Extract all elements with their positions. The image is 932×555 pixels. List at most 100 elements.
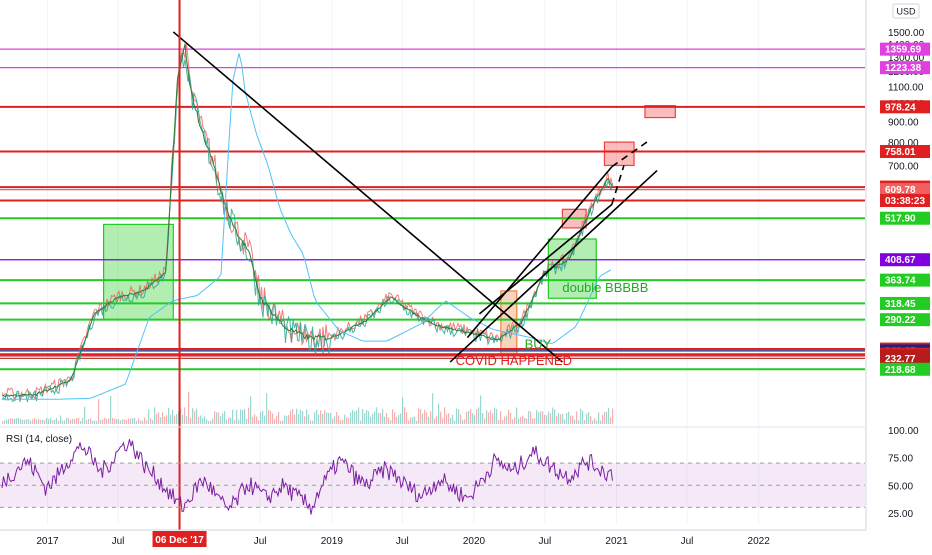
volume-bar	[214, 411, 216, 424]
volume-bar	[572, 415, 574, 424]
volume-bar	[458, 409, 460, 424]
volume-bar	[164, 416, 166, 424]
volume-bar	[144, 417, 146, 424]
volume-bar	[350, 412, 352, 424]
volume-bar	[428, 416, 430, 424]
volume-bar	[46, 417, 48, 424]
volume-bar	[434, 418, 436, 424]
volume-bar	[540, 411, 542, 424]
volume-bar	[474, 415, 476, 424]
volume-bar	[324, 410, 326, 424]
volume-bar	[402, 397, 404, 424]
volume-bar	[436, 416, 438, 424]
volume-bar	[300, 409, 302, 424]
volume-bar	[388, 417, 390, 424]
volume-bar	[516, 407, 518, 424]
volume-bar	[152, 420, 154, 424]
trendline-channel-upper	[466, 166, 613, 339]
volume-bar	[550, 413, 552, 424]
volume-bar	[386, 413, 388, 424]
volume-bar	[296, 408, 298, 424]
volume-bar	[176, 414, 178, 424]
volume-bar	[370, 416, 372, 424]
volume-bar	[504, 416, 506, 424]
volume-bar	[308, 414, 310, 424]
volume-bar	[596, 420, 598, 424]
volume-bar	[582, 410, 584, 424]
volume-bar	[112, 417, 114, 424]
volume-bar	[50, 417, 52, 424]
volume-bar	[316, 409, 318, 424]
level-price-tag	[880, 145, 930, 159]
volume-bar	[442, 418, 444, 424]
volume-bar	[354, 411, 356, 424]
volume-bar	[234, 420, 236, 424]
volume-bar	[30, 420, 32, 424]
volume-bar	[108, 418, 110, 424]
volume-bar	[528, 410, 530, 424]
volume-bar	[102, 419, 104, 424]
volume-bar	[468, 410, 470, 424]
currency-badge[interactable]	[892, 3, 920, 19]
volume-bar	[114, 418, 116, 424]
level-price-label: 408.67	[885, 255, 916, 266]
volume-bar	[498, 420, 500, 424]
volume-bar	[118, 419, 120, 424]
volume-bar	[162, 412, 164, 424]
level-price-label: 290.22	[885, 315, 916, 326]
level-price-label: 318.45	[885, 299, 916, 310]
volume-bar	[364, 413, 366, 424]
time-axis[interactable]	[0, 530, 866, 550]
volume-bar	[208, 420, 210, 424]
volume-bar	[246, 418, 248, 424]
trendline-downtrend	[172, 31, 563, 363]
volume-bar	[334, 416, 336, 424]
volume-bar	[276, 416, 278, 424]
volume-bar	[478, 407, 480, 424]
volume-bar	[530, 411, 532, 424]
volume-bar	[190, 417, 192, 424]
volume-bar	[76, 417, 78, 424]
volume-bar	[444, 407, 446, 424]
volume-bar	[160, 417, 162, 424]
level-price-tag	[880, 313, 930, 327]
volume-bar	[96, 420, 98, 424]
volume-bar	[268, 409, 270, 424]
y-tick-label: 1500.00	[888, 28, 925, 39]
volume-bar	[426, 412, 428, 424]
volume-bar	[546, 415, 548, 424]
volume-bar	[254, 414, 256, 424]
volume-bar	[514, 417, 516, 424]
volume-bar	[610, 417, 612, 424]
volume-bar	[36, 419, 38, 424]
volume-bar	[86, 420, 88, 424]
volume-bar	[204, 416, 206, 424]
volume-bar	[366, 410, 368, 424]
volume-bar	[408, 420, 410, 424]
zone-resistance-box-2	[603, 141, 635, 167]
volume-bar	[500, 411, 502, 424]
volume-bar	[58, 420, 60, 424]
volume-bar	[146, 420, 148, 424]
volume-bar	[584, 420, 586, 424]
volume-bar	[186, 416, 188, 424]
volume-bar	[54, 419, 56, 424]
rsi-tick-label: 75.00	[888, 454, 913, 465]
volume-bar	[390, 420, 392, 424]
volume-bar	[526, 418, 528, 424]
x-tick-label: 2022	[748, 536, 771, 547]
volume-bar	[322, 414, 324, 424]
volume-bar	[304, 416, 306, 424]
volume-bar	[40, 420, 42, 424]
level-price-label: 609.78	[885, 185, 916, 196]
rsi-line	[1, 439, 613, 515]
volume-bar	[88, 419, 90, 424]
level-price-tag	[880, 351, 930, 365]
volume-bar	[566, 413, 568, 424]
volume-bar	[382, 408, 384, 424]
level-price-tag	[880, 253, 930, 267]
volume-bar	[226, 419, 228, 424]
volume-bar	[278, 412, 280, 424]
y-tick-label: 900.00	[888, 117, 919, 128]
volume-bar	[340, 420, 342, 424]
